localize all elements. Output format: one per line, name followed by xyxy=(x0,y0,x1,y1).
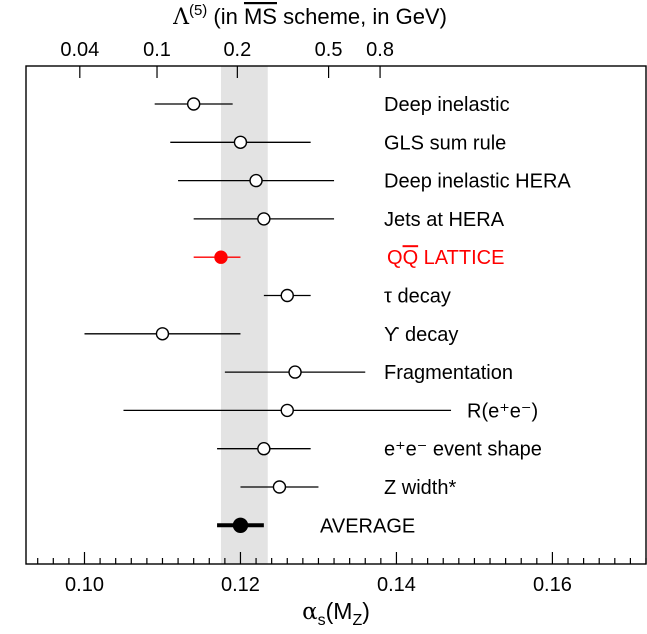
data-point xyxy=(186,97,201,111)
measurement-row: R(e⁺e⁻) xyxy=(123,400,538,422)
bottom-axis-title: αs(MZ) xyxy=(302,598,370,629)
measurement-row: AVERAGE xyxy=(217,515,415,537)
measurement-row: QQ LATTICE xyxy=(193,247,504,269)
data-point xyxy=(280,288,294,303)
top-tick-label: 0.8 xyxy=(366,39,394,61)
data-point xyxy=(214,250,228,264)
data-point xyxy=(155,327,170,341)
measurement-row: Deep inelastic xyxy=(154,94,510,116)
measurement-row: Deep inelastic HERA xyxy=(178,171,571,193)
data-point xyxy=(257,212,271,226)
series-label: ϒ decay xyxy=(384,324,458,346)
data-point xyxy=(249,173,263,188)
data-point xyxy=(232,517,249,533)
series-label: AVERAGE xyxy=(320,515,415,537)
bottom-tick-label: 0.10 xyxy=(65,574,104,596)
series-label: τ decay xyxy=(384,286,451,308)
bottom-tick-label: 0.14 xyxy=(377,574,416,596)
top-tick-label: 0.2 xyxy=(223,39,251,61)
top-tick-label: 0.1 xyxy=(143,39,171,61)
measurement-row: τ decay xyxy=(263,286,451,308)
series-label: Fragmentation xyxy=(384,362,513,384)
series-label: GLS sum rule xyxy=(384,132,506,154)
data-point xyxy=(272,480,287,494)
axis-ticks xyxy=(37,66,647,564)
measurement-row: Z width* xyxy=(240,477,456,499)
series-label: Deep inelastic HERA xyxy=(384,171,571,193)
series-label: Jets at HERA xyxy=(384,209,505,231)
measurement-row: e⁺e⁻ event shape xyxy=(217,439,542,461)
data-marks: Deep inelastic GLS sum rule Deep inelastic… xyxy=(84,94,571,537)
top-tick-label: 0.5 xyxy=(315,39,343,61)
data-point xyxy=(288,365,302,379)
axis-tick-labels: 0.10 0.12 0.14 0.16 0.04 0.1 0.2 0.5 0.8 xyxy=(60,39,572,596)
measurement-row: Fragmentation xyxy=(224,362,513,384)
bottom-tick-label: 0.16 xyxy=(533,574,572,596)
bottom-tick-label: 0.12 xyxy=(221,574,260,596)
measurement-row: GLS sum rule xyxy=(170,132,506,154)
series-label: Deep inelastic xyxy=(384,94,510,116)
series-label: R(e⁺e⁻) xyxy=(467,400,538,422)
data-point xyxy=(280,403,294,418)
series-label: Z width* xyxy=(384,477,456,499)
data-point xyxy=(257,442,271,456)
top-axis-title: Λ(5) (in MS scheme, in GeV) xyxy=(172,2,447,30)
data-point xyxy=(233,135,248,150)
measurement-row: ϒ decay xyxy=(84,324,458,346)
series-label: e⁺e⁻ event shape xyxy=(384,439,542,461)
top-tick-label: 0.04 xyxy=(60,39,99,61)
series-label: QQ LATTICE xyxy=(387,247,504,269)
plot-frame xyxy=(25,65,647,565)
measurement-row: Jets at HERA xyxy=(193,209,505,231)
shaded-average-band xyxy=(220,66,268,564)
